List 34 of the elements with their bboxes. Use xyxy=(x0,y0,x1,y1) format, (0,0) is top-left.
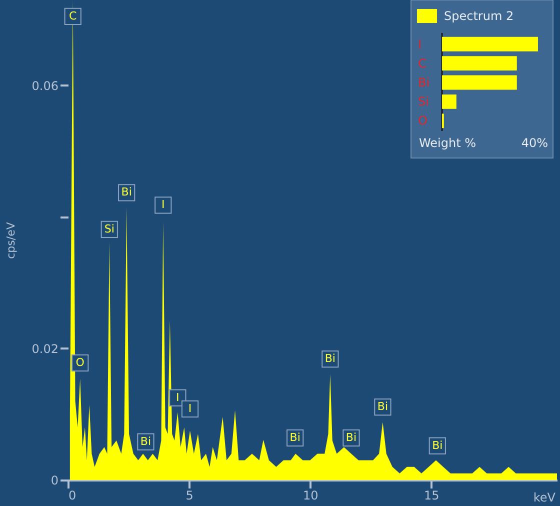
annotation: I xyxy=(176,390,180,404)
x-tick-label: 10 xyxy=(302,488,318,502)
annotation: Bi xyxy=(346,430,357,444)
y-tick-label: 0 xyxy=(50,474,58,488)
bar xyxy=(442,36,538,52)
legend-label: Spectrum 2 xyxy=(444,9,514,23)
annotation: C xyxy=(69,9,77,22)
y-tick-label: Bi xyxy=(418,76,430,90)
annotation: Bi xyxy=(121,186,132,199)
annotation: Si xyxy=(104,222,114,236)
x-tick-label: 15 xyxy=(424,488,440,502)
y-tick-label: C xyxy=(418,56,426,70)
annotation: Bi xyxy=(140,434,152,448)
y-tick-label: 0.02 xyxy=(32,342,58,356)
x-axis-title: Weight % xyxy=(419,136,476,150)
annotation: Bi xyxy=(377,400,388,414)
annotation: Bi xyxy=(324,352,336,366)
x-axis-title: keV xyxy=(533,490,556,504)
bar xyxy=(442,94,456,109)
x-tick-label: 5 xyxy=(186,488,194,502)
bar xyxy=(442,75,517,90)
y-tick-label: I xyxy=(418,38,422,52)
annotation: I xyxy=(162,198,165,212)
bar xyxy=(442,56,517,71)
y-tick-label: O xyxy=(418,114,428,128)
annotation: I xyxy=(188,402,192,415)
annotation: Bi xyxy=(290,430,300,444)
annotation: Bi xyxy=(432,438,443,452)
y-tick-label: Si xyxy=(418,94,429,108)
y-axis-title: cps/eV xyxy=(4,222,18,259)
y-tick-label: 0.06 xyxy=(32,78,58,93)
annotation: 40% xyxy=(521,136,548,150)
x-tick-label: 0 xyxy=(68,488,76,502)
annotation: O xyxy=(76,356,85,369)
